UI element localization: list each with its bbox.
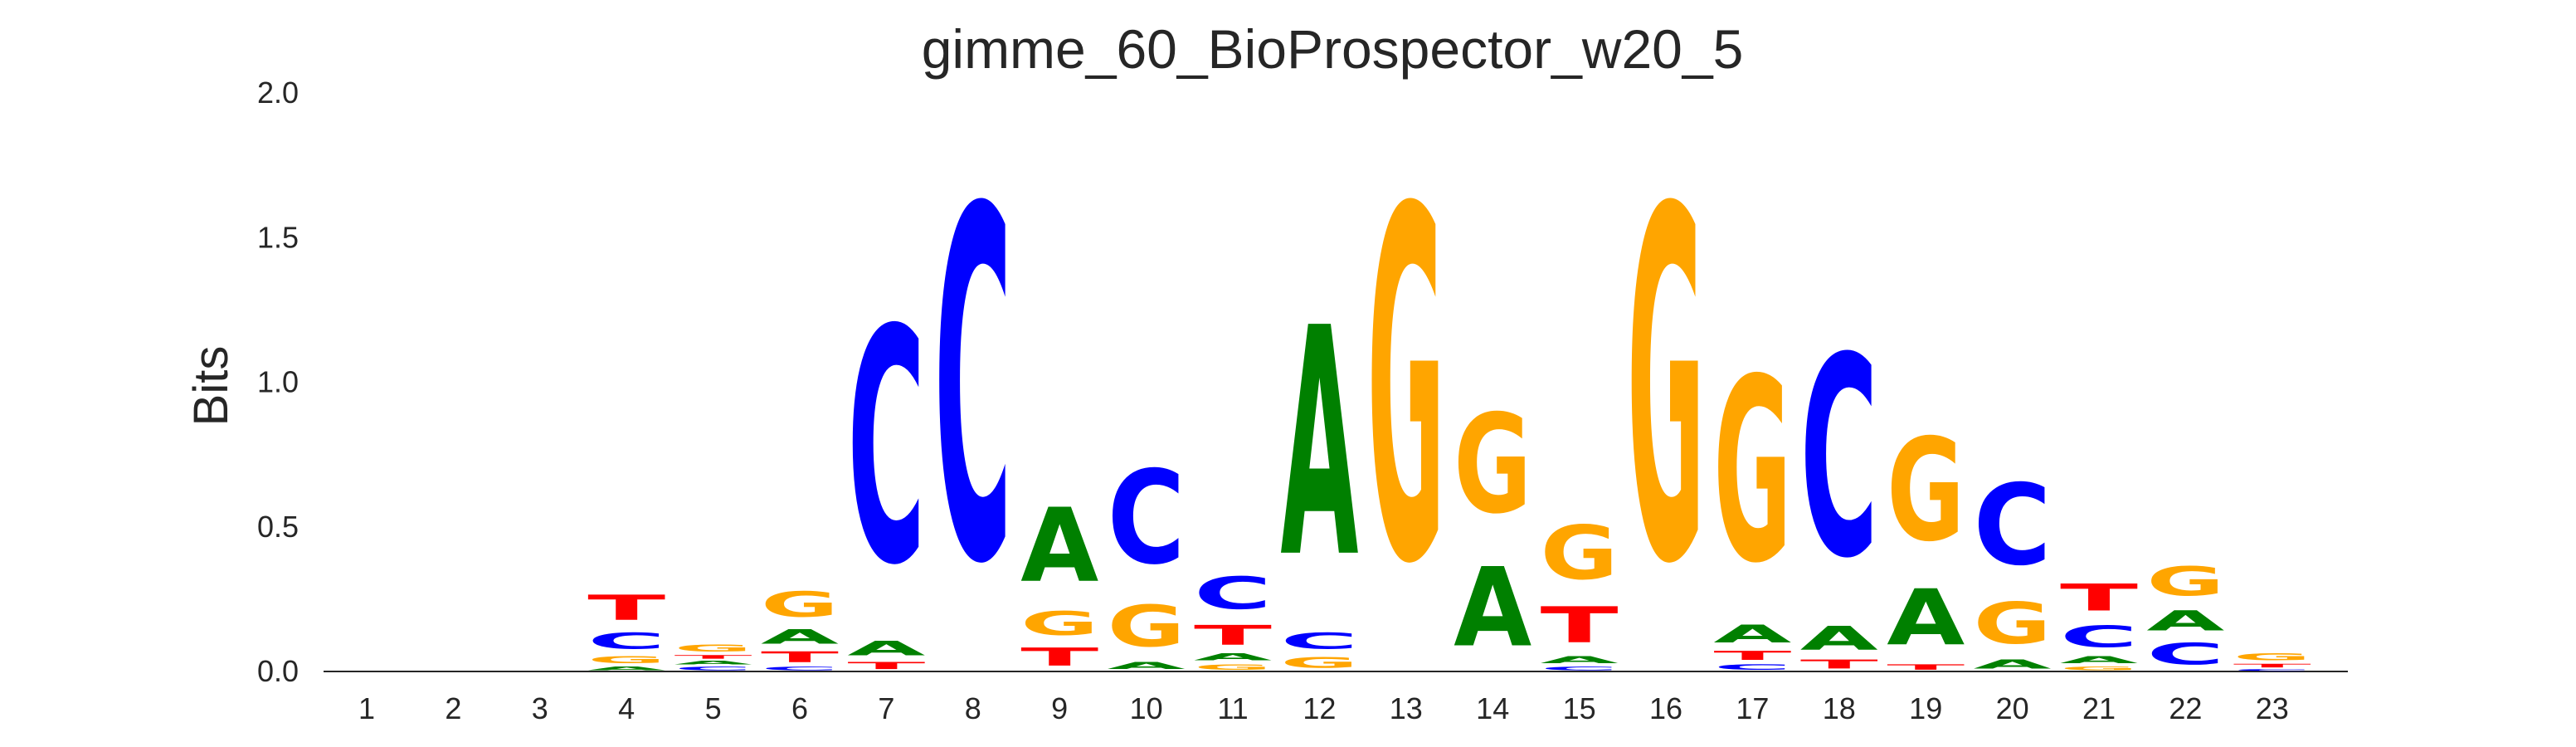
y-tick-label: 0.5 [257,510,299,544]
logo-letter-A: A [1280,262,1359,627]
logo-letter-T: T [761,648,839,666]
logo-letter-T: T [674,654,752,660]
logo-letter-C: C [934,110,1012,670]
logo-letter-G: G [1627,108,1705,670]
logo-letter-C: C [2233,669,2311,671]
logo-letter-G: G [1454,387,1531,544]
logo-letter-A: A [1974,657,2052,671]
logo-letter-C: C [1800,300,1878,619]
chart-title: gimme_60_BioProspector_w20_5 [922,18,1744,80]
logo-letter-A: A [1541,654,1619,666]
logo-letter-T: T [847,660,925,671]
logo-letter-T: T [1887,663,1965,671]
logo-letter-T: T [2060,577,2138,620]
y-tick-label: 1.5 [257,220,299,254]
x-tick-label: 22 [2169,691,2202,725]
logo-letter-G: G [1194,663,1272,671]
x-tick-label: 4 [618,691,635,725]
logo-letter-A: A [1454,544,1531,671]
x-tick-label: 18 [1823,691,1856,725]
logo-letter-A: A [2060,654,2138,666]
logo-letter-T: T [1713,648,1791,662]
logo-letter-A: A [1713,619,1791,648]
logo-letter-G: G [2233,652,2311,663]
logo-letter-T: T [2233,663,2311,669]
logo-letter-C: C [1194,568,1272,619]
logo-letter-C: C [674,666,752,671]
logo-letter-C: C [1713,663,1791,671]
logo-letter-G: G [1367,108,1445,670]
logo-letter-A: A [587,666,666,671]
logo-letter-A: A [1800,620,1878,657]
logo-letter-C: C [1280,628,1358,654]
x-tick-label: 2 [445,691,461,725]
logo-letter-G: G [2146,559,2224,604]
logo-letter-C: C [587,628,665,654]
logo-letter-C: C [847,262,925,637]
x-tick-label: 8 [965,691,981,725]
logo-letter-G: G [587,654,665,666]
logo-letter-A: A [1108,660,1186,671]
logo-letter-T: T [1194,619,1272,651]
y-axis-label: Bits [184,346,238,427]
x-tick-label: 23 [2256,691,2289,725]
x-tick-label: 10 [1130,691,1163,725]
x-axis-ticks: 1 2 3 4 5 6 7 8 9 10 11 12 13 14 15 16 17 18 19 20 21 22 23 [358,691,2289,725]
logo-letter-T: T [1020,642,1098,671]
logo-letter-A: A [674,660,753,666]
logo-letter-G: G [1541,510,1619,597]
logo-letter-A: A [1194,652,1272,663]
logo-letter-G: G [1280,654,1358,671]
y-tick-label: 1.0 [257,365,299,399]
logo-letter-G: G [674,642,752,654]
logo-letter-T: T [1800,657,1878,671]
logo-letter-G: G [1020,606,1098,643]
x-tick-label: 5 [705,691,722,725]
logo-letter-A: A [1887,574,1965,663]
logo-letter-A: A [2146,605,2224,637]
y-tick-label: 2.0 [257,76,299,110]
logo-letter-G: G [1974,591,2052,657]
logo-letter-G: G [2060,666,2138,671]
logo-letter-C: C [2060,620,2138,654]
y-axis-ticks: 0.0 0.5 1.0 1.5 2.0 [257,76,299,688]
x-tick-label: 21 [2082,691,2116,725]
logo-letter-C: C [1108,443,1186,593]
logo-letter-T: T [1541,597,1619,655]
logo-letter-T: T [587,588,665,628]
x-tick-label: 6 [791,691,808,725]
x-tick-label: 7 [878,691,894,725]
logo-letter-A: A [1020,486,1098,604]
x-tick-label: 20 [1996,691,2029,725]
logo-letter-C: C [2146,637,2224,671]
logo-letter-C: C [761,666,839,671]
logo-letter-G: G [1713,326,1791,619]
logo-letter-A: A [761,625,839,648]
x-tick-label: 17 [1736,691,1769,725]
y-tick-label: 0.0 [257,654,299,688]
logo-letter-G: G [1887,410,1965,574]
x-tick-label: 15 [1563,691,1596,725]
logo-letter-C: C [1974,461,2052,590]
x-tick-label: 13 [1390,691,1423,725]
x-tick-label: 3 [532,691,548,725]
x-tick-label: 16 [1649,691,1682,725]
x-tick-label: 19 [1909,691,1942,725]
x-tick-label: 14 [1476,691,1509,725]
x-tick-label: 9 [1051,691,1068,725]
x-tick-label: 11 [1217,691,1248,725]
x-tick-label: 12 [1303,691,1336,725]
x-tick-label: 1 [358,691,375,725]
logo-letter-A: A [847,637,925,660]
logo-letter-G: G [1108,593,1186,660]
logo-letter-G: G [761,585,839,625]
logo-letter-C: C [1541,666,1619,671]
